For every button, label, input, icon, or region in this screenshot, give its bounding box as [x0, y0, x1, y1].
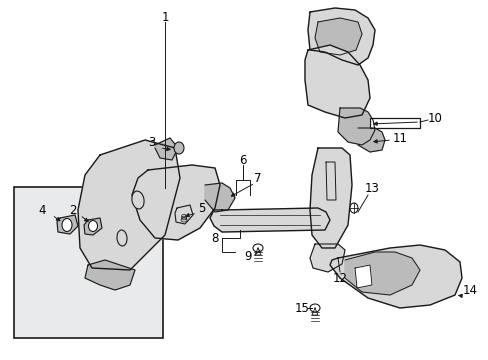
Ellipse shape [309, 304, 319, 312]
Polygon shape [85, 260, 135, 290]
Text: 10: 10 [427, 112, 442, 125]
Text: 4: 4 [38, 203, 46, 216]
Text: 11: 11 [392, 131, 407, 144]
Text: 2: 2 [69, 203, 77, 216]
Polygon shape [78, 140, 180, 270]
Polygon shape [314, 18, 361, 55]
Polygon shape [84, 218, 102, 235]
Polygon shape [132, 165, 220, 240]
Polygon shape [305, 45, 369, 118]
Polygon shape [209, 208, 329, 232]
Text: 8: 8 [211, 231, 218, 244]
Text: 1: 1 [161, 10, 168, 23]
Bar [14, 187, 163, 338]
Text: 6: 6 [239, 153, 246, 166]
Ellipse shape [132, 191, 144, 209]
Polygon shape [57, 215, 78, 234]
Polygon shape [175, 205, 193, 224]
Text: 9: 9 [244, 249, 251, 262]
Polygon shape [309, 148, 351, 248]
Polygon shape [369, 118, 419, 128]
Polygon shape [345, 252, 419, 295]
Polygon shape [307, 8, 374, 65]
Polygon shape [204, 183, 235, 212]
Text: 5: 5 [198, 202, 205, 215]
Text: 15: 15 [294, 302, 309, 315]
Polygon shape [329, 245, 461, 308]
Text: 7: 7 [254, 171, 261, 185]
Text: 14: 14 [462, 284, 476, 297]
Ellipse shape [252, 244, 263, 252]
Ellipse shape [174, 142, 183, 154]
Polygon shape [309, 244, 345, 272]
Polygon shape [155, 138, 178, 160]
Ellipse shape [62, 219, 72, 231]
Text: 13: 13 [364, 181, 379, 194]
Text: 12: 12 [332, 271, 347, 284]
Polygon shape [337, 108, 374, 145]
Ellipse shape [349, 203, 357, 213]
Polygon shape [357, 128, 384, 152]
Ellipse shape [88, 220, 97, 231]
Text: 3: 3 [148, 135, 155, 149]
Ellipse shape [117, 230, 127, 246]
Polygon shape [354, 265, 371, 288]
